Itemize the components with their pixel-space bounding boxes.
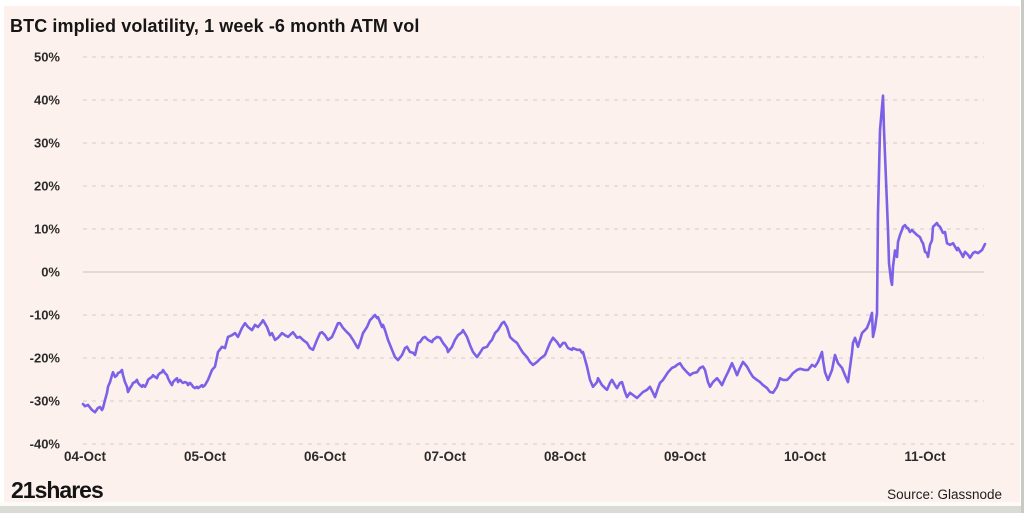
bottom-border-bar [0,506,1024,513]
y-tick-label: -30% [30,394,61,409]
right-border-edge [1021,0,1024,513]
y-tick-label: -40% [30,437,61,452]
x-tick-label: 08-Oct [544,449,587,464]
x-tick-label: 07-Oct [424,449,467,464]
x-tick-label: 04-Oct [64,449,107,464]
y-tick-label: 10% [34,222,60,237]
x-tick-label: 09-Oct [664,449,707,464]
y-tick-label: -20% [30,351,61,366]
vol-line [81,94,987,414]
y-tick-label: 20% [34,179,60,194]
y-tick-label: 40% [34,93,60,108]
x-tick-label: 06-Oct [304,449,347,464]
chart-title: BTC implied volatility, 1 week -6 month … [10,16,420,36]
y-tick-label: -10% [30,308,61,323]
y-tick-label: 30% [34,136,60,151]
chart-background [4,6,1020,503]
x-tick-label: 10-Oct [784,449,827,464]
vol-chart-svg: 50% 40% 30% 20% 10% 0% -10% -20% -30% -40%04-Oct 0… [30,50,1018,464]
bottom-gap [0,502,1024,506]
brand-logo: 21shares [11,477,104,503]
x-tick-label: 11-Oct [904,449,946,464]
y-tick-label: 0% [41,265,60,280]
y-tick-label: 50% [34,50,60,65]
x-tick-label: 05-Oct [184,449,227,464]
source-credit: Source: Glassnode [887,487,1002,502]
